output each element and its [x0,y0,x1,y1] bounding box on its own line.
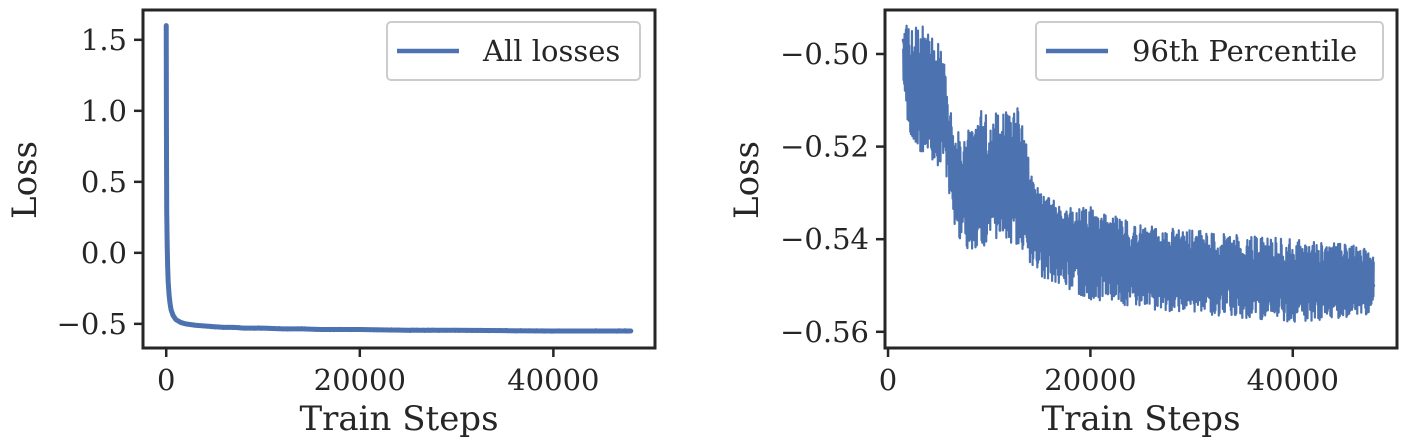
left-x-ticks: 0 20000 40000 [157,348,600,397]
left-y-tick-label: 1.0 [81,94,127,128]
right-y-tick-label: −0.52 [780,130,869,164]
right-x-ticks: 0 20000 40000 [879,348,1339,397]
right-plot-lines [901,24,1376,323]
left-legend-label: All losses [482,34,620,68]
right-legend-label: 96th Percentile [1132,34,1357,68]
left-axes-frame [141,8,657,350]
right-legend-box [1035,21,1384,81]
right-y-tick-label: −0.54 [780,222,869,256]
left-y-tick-label: 1.5 [81,23,127,57]
left-x-tick-label: 20000 [314,363,406,397]
left-legend-box [386,21,641,81]
right-axes-frame [883,8,1399,350]
left-series-noise [165,25,632,334]
left-plot-lines [163,23,634,334]
left-y-tick-label: 0.5 [81,165,127,199]
right-series-noise-band [902,24,1375,323]
right-y-tick-label: −0.50 [780,37,869,71]
right-y-tick-label: −0.56 [780,315,869,349]
right-y-axis-label: Loss [727,141,767,219]
right-panel: 0 20000 40000 −0.50 −0.52 −0.54 −0.56 Train S… [727,8,1399,439]
right-x-tick-label: 20000 [1044,363,1136,397]
right-x-tick-label: 40000 [1247,363,1339,397]
left-y-ticks: 1.5 1.0 0.5 0.0 −0.5 [57,23,143,341]
right-legend: 96th Percentile [1035,21,1384,81]
left-legend: All losses [386,21,641,81]
left-y-tick-label: 0.0 [81,236,127,270]
left-panel: 0 20000 40000 1.5 1.0 0.5 0.0 −0.5 Train Steps… [5,8,657,439]
right-x-tick-label: 0 [879,363,897,397]
right-series-line [901,38,1376,287]
left-y-axis-label: Loss [5,141,45,219]
right-x-axis-label: Train Steps [1041,399,1240,439]
left-y-tick-label: −0.5 [57,307,127,341]
left-x-tick-label: 40000 [507,363,599,397]
right-y-ticks: −0.50 −0.52 −0.54 −0.56 [780,37,885,349]
left-x-tick-label: 0 [157,363,175,397]
left-x-axis-label: Train Steps [299,399,498,439]
